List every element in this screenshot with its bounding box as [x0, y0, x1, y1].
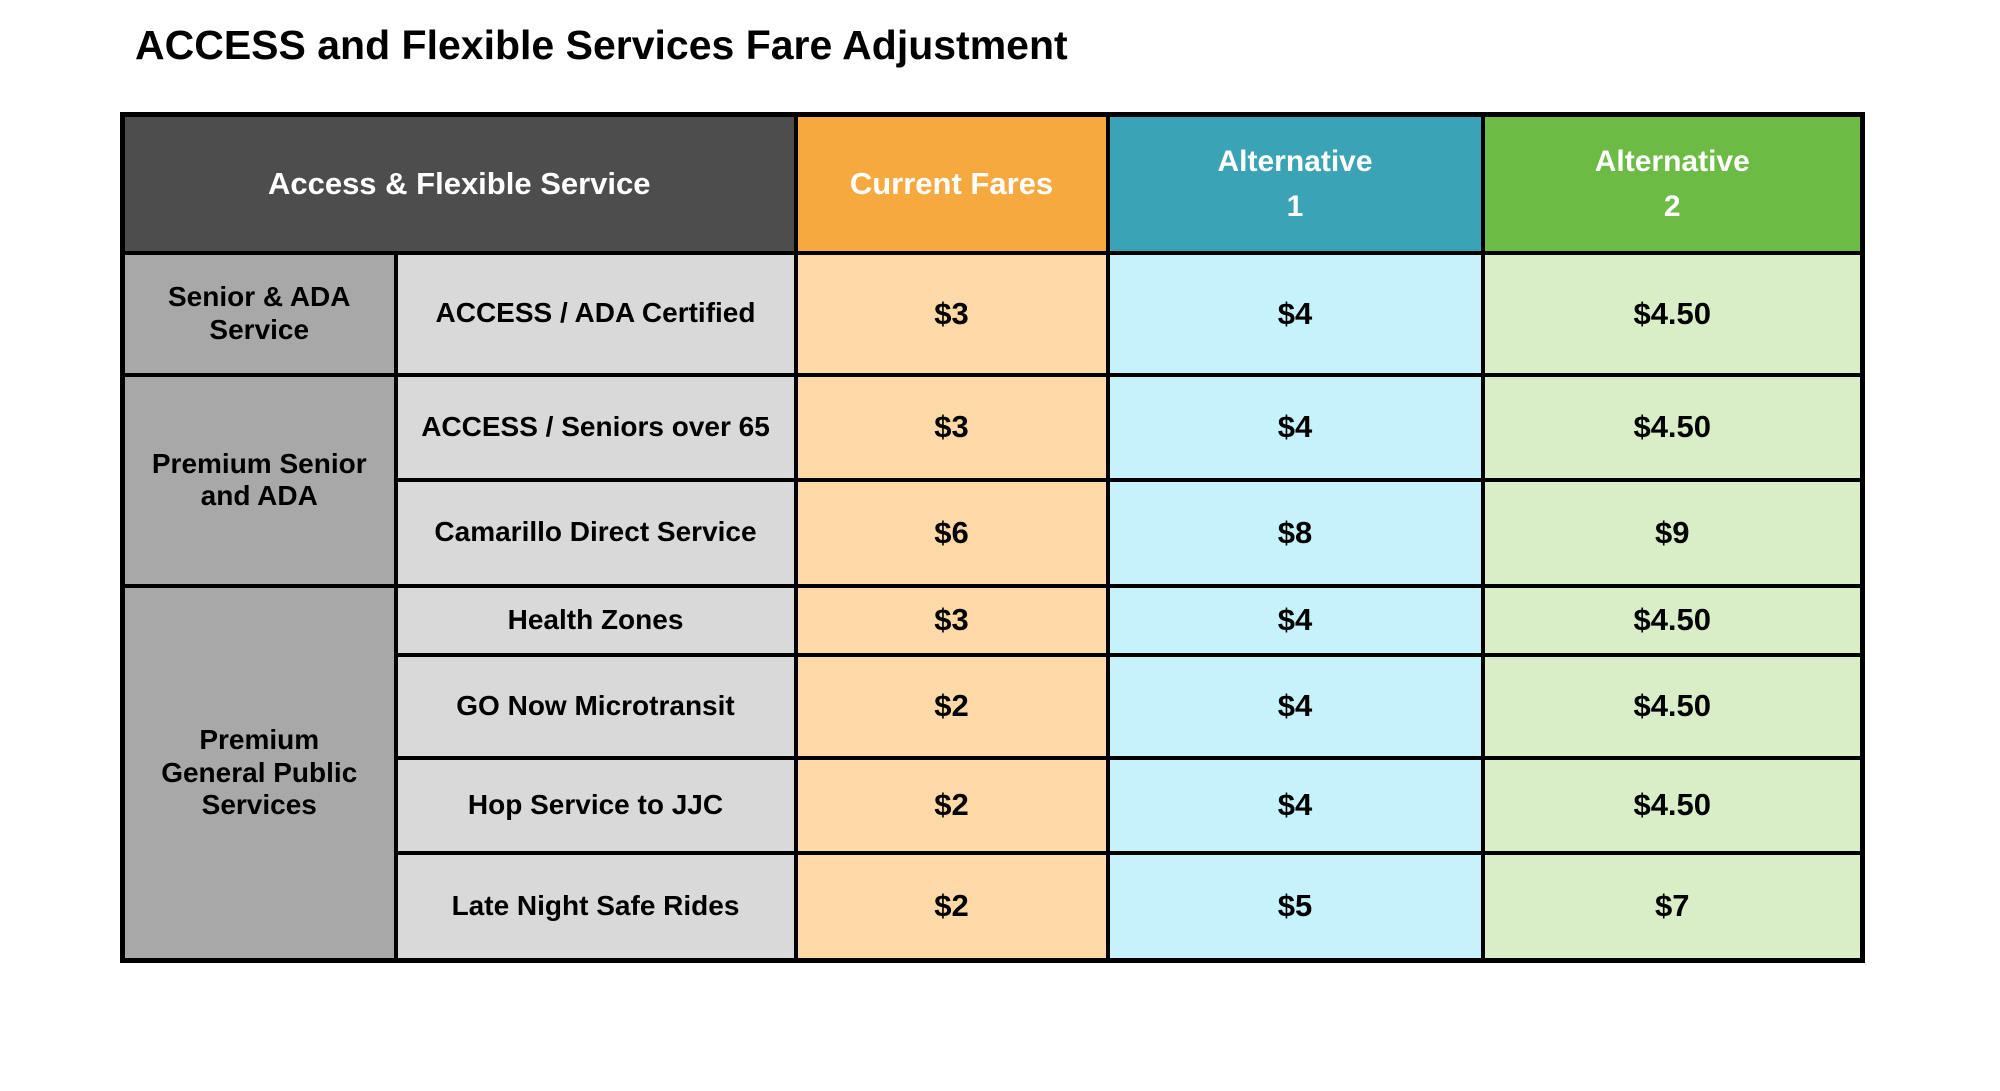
table-row: GO Now Microtransit $2 $4 $4.50	[123, 652, 1865, 760]
group-cell-senior-ada-service: Senior & ADA Service	[120, 250, 398, 377]
current-fare-cell: $3	[793, 250, 1110, 377]
header-alternative-1: Alternative 1	[1105, 112, 1485, 255]
alt2-fare-cell: $7	[1480, 850, 1865, 963]
alt2-fare-cell: $4.50	[1480, 755, 1865, 855]
table-row: Senior & ADA Service ACCESS / ADA Certif…	[120, 250, 1865, 377]
table-row: Camarillo Direct Service $6 $8 $9	[123, 477, 1865, 588]
service-cell: ACCESS / ADA Certified	[393, 250, 798, 377]
group-cell-premium-general-public: Premium General Public Services	[120, 583, 398, 963]
group-cell-premium-senior-ada: Premium Senior and ADA	[120, 372, 398, 588]
alt1-fare-cell: $8	[1105, 477, 1485, 588]
alt2-fare-cell: $9	[1480, 477, 1865, 588]
alt1-fare-cell: $5	[1105, 850, 1485, 963]
header-alternative-2: Alternative 2	[1480, 112, 1865, 255]
current-fare-cell: $2	[793, 755, 1110, 855]
alt2-fare-cell: $4.50	[1480, 250, 1865, 377]
service-cell: Late Night Safe Rides	[393, 850, 798, 963]
alt1-fare-cell: $4	[1105, 755, 1485, 855]
current-fare-cell: $2	[793, 850, 1110, 963]
current-fare-cell: $3	[793, 372, 1110, 482]
alt1-fare-cell: $4	[1105, 372, 1485, 482]
page-title: ACCESS and Flexible Services Fare Adjust…	[135, 22, 1068, 68]
header-row: Access & Flexible Service Current Fares …	[120, 112, 1865, 255]
alt2-fare-cell: $4.50	[1480, 583, 1865, 657]
alt1-fare-cell: $4	[1105, 652, 1485, 760]
alt1-fare-cell: $4	[1105, 583, 1485, 657]
table-row: Late Night Safe Rides $2 $5 $7	[123, 850, 1865, 963]
table-row: Hop Service to JJC $2 $4 $4.50	[123, 755, 1865, 855]
alt2-fare-cell: $4.50	[1480, 372, 1865, 482]
header-current-fares: Current Fares	[793, 112, 1110, 255]
table-row: Premium Senior and ADA ACCESS / Seniors …	[120, 372, 1865, 588]
alt2-fare-cell: $4.50	[1480, 652, 1865, 760]
service-cell: GO Now Microtransit	[393, 652, 798, 760]
alt1-fare-cell: $4	[1105, 250, 1485, 377]
current-fare-cell: $6	[793, 477, 1110, 588]
service-cell: Camarillo Direct Service	[393, 477, 798, 588]
current-fare-cell: $2	[793, 652, 1110, 760]
fare-table: Access & Flexible Service Current Fares …	[120, 112, 1865, 963]
table-row: Premium General Public Services Health Z…	[120, 583, 1865, 963]
header-access-flexible-service: Access & Flexible Service	[120, 112, 798, 255]
current-fare-cell: $3	[793, 583, 1110, 657]
service-cell: Health Zones	[393, 583, 798, 657]
service-cell: Hop Service to JJC	[393, 755, 798, 855]
service-cell: ACCESS / Seniors over 65	[393, 372, 798, 482]
